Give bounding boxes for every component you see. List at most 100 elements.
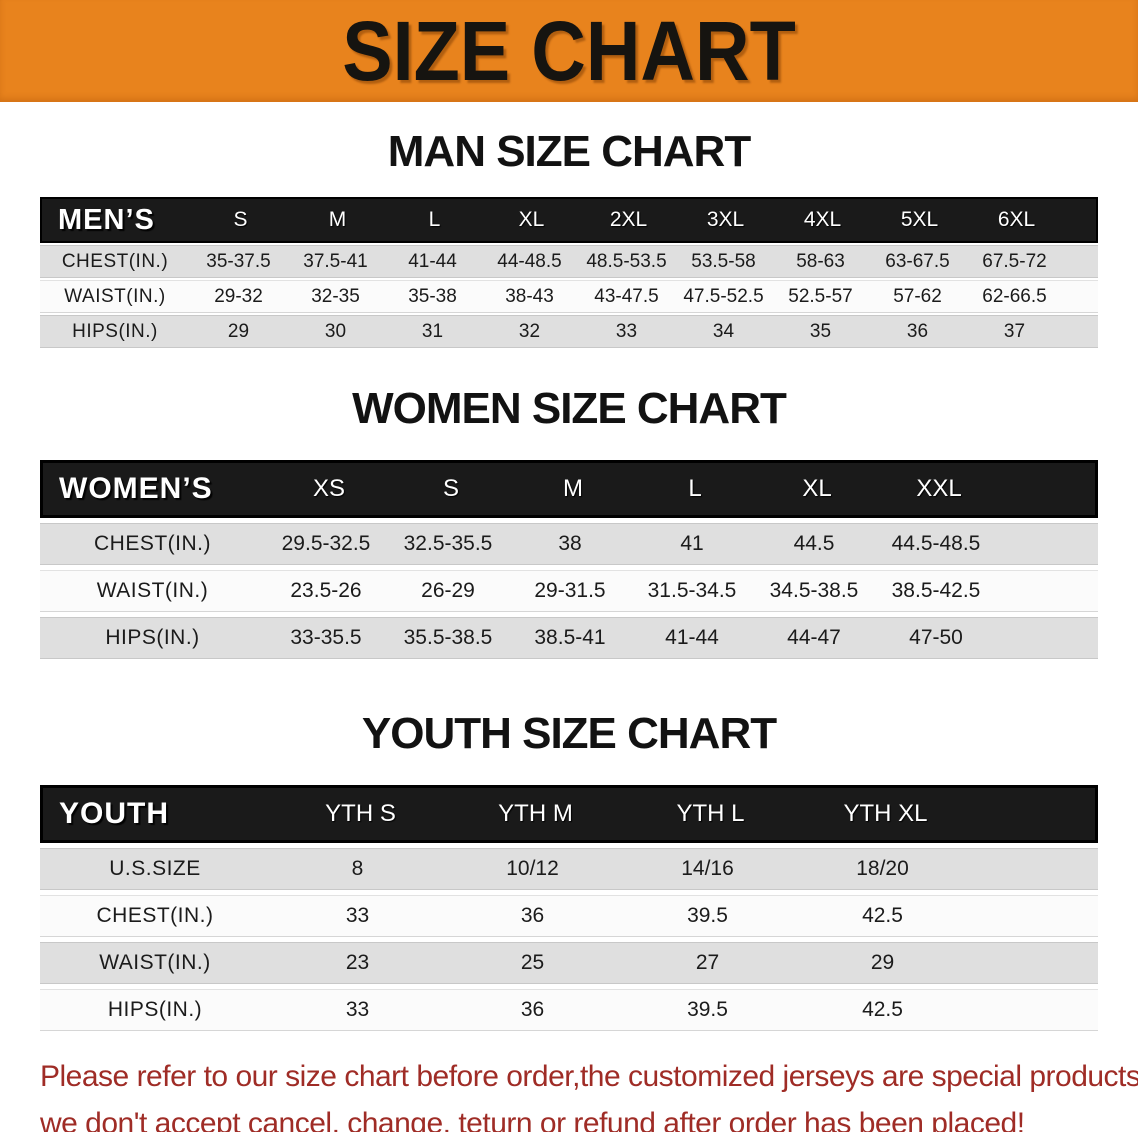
youth-table-header: YOUTH YTH S YTH M YTH L YTH XL [40,785,1098,843]
men-section: MAN SIZE CHART MEN’S S M L XL 2XL 3XL 4XL 5XL 6XL… [0,127,1138,348]
size-column-header: M [563,475,583,502]
size-column-header: 5XL [900,208,939,231]
men-header-label: MEN’S [58,203,155,236]
size-column-header: YTH S [325,800,396,827]
disclaimer-line-2: we don't accept cancel, change, teturn o… [40,1107,1025,1132]
size-column-header: XL [518,208,545,231]
size-value: 63-67.5 [885,250,950,272]
size-value: 30 [324,320,347,342]
size-value: 36 [520,998,545,1021]
size-value: 29 [870,951,895,974]
size-value: 36 [520,904,545,927]
size-value: 32 [518,320,541,342]
youth-section: YOUTH SIZE CHART YOUTH YTH S YTH M YTH L YTH… [0,709,1138,1031]
size-value: 23 [345,951,370,974]
men-size-table: MEN’S S M L XL 2XL 3XL 4XL 5XL 6XL CHEST(IN.) 35-37… [40,197,1098,348]
size-column-header: M [328,208,347,231]
size-value: 43-47.5 [594,285,659,307]
table-row: HIPS(IN.) 33 36 39.5 42.5 [40,989,1098,1031]
size-value: 57-62 [893,285,942,307]
women-section-heading: WOMEN SIZE CHART [352,384,787,433]
table-row: U.S.SIZE 8 10/12 14/16 18/20 [40,848,1098,890]
size-value: 29-32 [214,285,263,307]
row-label: HIPS(IN.) [107,998,203,1021]
size-value: 38-43 [505,285,554,307]
size-value: 10/12 [506,857,559,880]
size-value: 37.5-41 [303,250,368,272]
size-value: 33 [615,320,638,342]
size-value: 25 [520,951,545,974]
size-column-header: S [442,475,459,502]
size-column-header: YTH M [498,800,573,827]
men-section-heading: MAN SIZE CHART [387,127,751,176]
youth-header-label: YOUTH [59,797,169,830]
women-header-label: WOMEN’S [59,472,213,505]
size-column-header: XS [312,475,345,502]
size-column-header: 2XL [609,208,648,231]
table-row: HIPS(IN.) 33-35.5 35.5-38.5 38.5-41 41-44 44-… [40,617,1098,659]
size-value: 35-38 [408,285,457,307]
size-value: 23.5-26 [290,579,362,602]
row-label: WAIST(IN.) [96,579,209,602]
size-value: 33 [345,904,370,927]
size-value: 38.5-41 [534,626,606,649]
men-table-header: MEN’S S M L XL 2XL 3XL 4XL 5XL 6XL [40,197,1098,243]
size-value: 41-44 [408,250,457,272]
women-table-header: WOMEN’S XS S M L XL XXL [40,460,1098,518]
size-value: 32.5-35.5 [403,532,493,555]
size-column-header: 4XL [803,208,842,231]
size-value: 44-47 [787,626,841,649]
size-value: 36 [906,320,929,342]
youth-section-heading: YOUTH SIZE CHART [361,709,777,758]
women-section: WOMEN SIZE CHART WOMEN’S XS S M L XL XXL CHEST(… [0,384,1138,659]
size-value: 44.5-48.5 [891,532,981,555]
size-value: 39.5 [687,904,728,927]
size-column-header: 3XL [706,208,745,231]
size-column-header: S [233,208,248,231]
size-column-header: 6XL [997,208,1036,231]
row-label: U.S.SIZE [109,857,201,880]
size-value: 29.5-32.5 [281,532,371,555]
size-value: 44-48.5 [497,250,562,272]
table-row: HIPS(IN.) 29 30 31 32 33 34 35 36 37 [40,315,1098,348]
size-column-header: YTH XL [843,800,928,827]
size-value: 32-35 [311,285,360,307]
row-label: WAIST(IN.) [99,951,211,974]
size-value: 58-63 [796,250,845,272]
size-column-header: L [688,475,702,502]
disclaimer: Please refer to our size chart before or… [40,1053,1138,1132]
size-column-header: XL [802,475,832,502]
banner: SIZE CHART [0,0,1138,102]
size-value: 47.5-52.5 [683,285,764,307]
size-value: 53.5-58 [691,250,756,272]
row-label: HIPS(IN.) [105,626,200,649]
size-value: 8 [351,857,364,880]
size-value: 26-29 [421,579,475,602]
size-value: 35 [809,320,832,342]
size-value: 39.5 [687,998,728,1021]
size-value: 29 [227,320,250,342]
youth-size-table: YOUTH YTH S YTH M YTH L YTH XL U.S.SIZE 8 10/12… [40,785,1098,1031]
row-label: WAIST(IN.) [64,285,166,307]
row-label: CHEST(IN.) [96,904,214,927]
size-value: 35.5-38.5 [403,626,493,649]
size-value: 37 [1003,320,1026,342]
size-value: 35-37.5 [206,250,271,272]
size-value: 42.5 [862,904,903,927]
size-value: 34 [712,320,735,342]
size-value: 44.5 [793,532,835,555]
size-value: 29-31.5 [534,579,606,602]
size-value: 47-50 [909,626,963,649]
table-row: WAIST(IN.) 23.5-26 26-29 29-31.5 31.5-34.5 34… [40,570,1098,612]
size-value: 33 [345,998,370,1021]
size-value: 33-35.5 [290,626,362,649]
disclaimer-line-1: Please refer to our size chart before or… [40,1060,1138,1093]
table-row: CHEST(IN.) 33 36 39.5 42.5 [40,895,1098,937]
size-value: 18/20 [856,857,909,880]
row-label: CHEST(IN.) [61,250,169,272]
size-value: 14/16 [681,857,734,880]
size-value: 62-66.5 [982,285,1047,307]
table-row: WAIST(IN.) 23 25 27 29 [40,942,1098,984]
size-column-header: L [428,208,441,231]
